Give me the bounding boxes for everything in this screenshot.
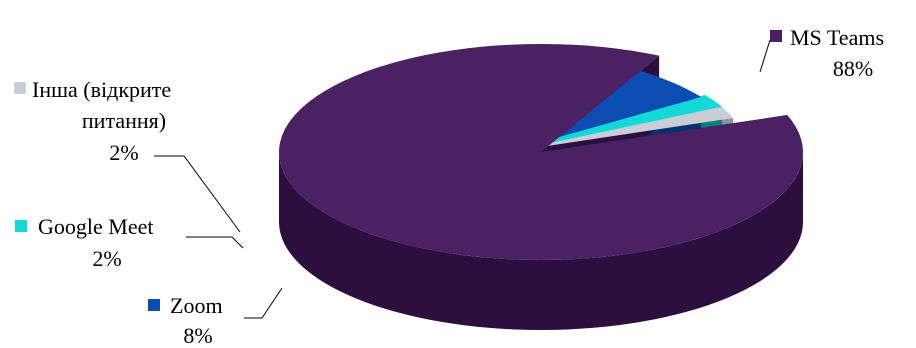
label-other-name-line1: Інша (відкрите [32, 77, 171, 102]
slice-ms-teams [279, 43, 804, 260]
leader-line-ms-teams [759, 39, 771, 73]
label-ms-teams-name: MS Teams [790, 25, 884, 50]
legend-key-google-meet [15, 220, 27, 232]
slice-side-ms-teams [279, 152, 803, 330]
label-ms-teams-value: 88% [833, 56, 873, 81]
label-other-value: 2% [109, 140, 138, 165]
leader-lines [154, 39, 771, 319]
legend-key-ms-teams [770, 30, 782, 42]
label-other-name-line2: питання) [82, 108, 166, 133]
leader-line-google-meet [186, 236, 244, 249]
label-zoom-value: 8% [183, 323, 212, 348]
leader-line-other [154, 155, 241, 233]
legend-key-other [14, 82, 26, 94]
label-google-meet-value: 2% [92, 246, 121, 271]
legend-key-zoom [148, 299, 160, 311]
leader-line-zoom [244, 287, 283, 319]
label-google-meet-name: Google Meet [38, 214, 153, 239]
pie-tops [279, 43, 804, 260]
label-zoom-name: Zoom [170, 293, 223, 318]
